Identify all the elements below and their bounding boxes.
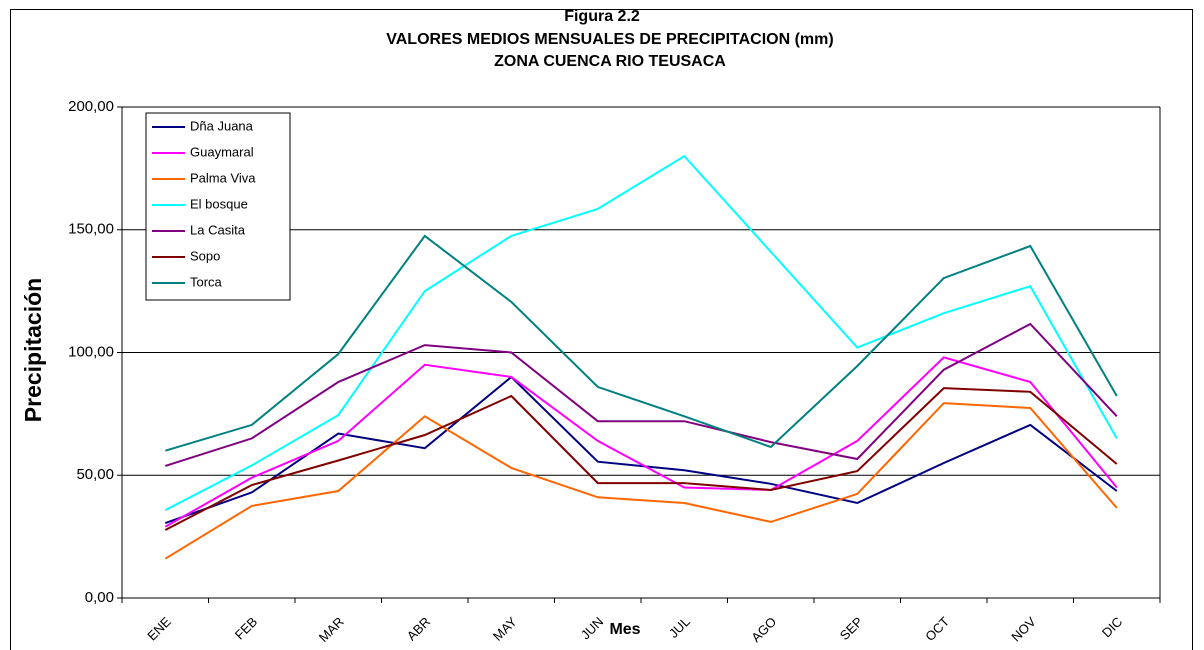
x-tick-label: SEP bbox=[837, 614, 866, 643]
series-line bbox=[164, 375, 1118, 525]
x-tick-label: MAR bbox=[316, 614, 347, 645]
legend-label: El bosque bbox=[190, 196, 248, 211]
chart-subtitle: ZONA CUENCA RIO TEUSACA bbox=[494, 53, 726, 70]
series-line bbox=[164, 322, 1118, 467]
legend-label: Palma Viva bbox=[190, 170, 256, 185]
series-line bbox=[164, 387, 1118, 531]
y-tick-label: 200,00 bbox=[68, 98, 114, 115]
x-tick-label: OCT bbox=[922, 614, 952, 644]
y-axis-label: Precipitación bbox=[20, 278, 46, 422]
legend-label: La Casita bbox=[190, 222, 246, 237]
x-axis-label: Mes bbox=[609, 621, 640, 638]
x-tick-label: NOV bbox=[1008, 614, 1039, 645]
legend-label: Dña Juana bbox=[190, 118, 254, 133]
series-line bbox=[164, 356, 1118, 528]
series-line bbox=[165, 234, 1118, 452]
x-tick-label: JUL bbox=[666, 614, 693, 641]
y-tick-label: 150,00 bbox=[68, 221, 114, 238]
x-tick-label: AGO bbox=[748, 614, 779, 645]
legend-label: Guaymaral bbox=[190, 144, 254, 159]
x-tick-label: ENE bbox=[144, 614, 174, 644]
x-tick-label: DIC bbox=[1099, 614, 1125, 640]
x-tick-label: ABR bbox=[404, 614, 434, 644]
series-line bbox=[164, 154, 1118, 511]
x-tick-label: MAY bbox=[490, 614, 520, 644]
y-tick-label: 100,00 bbox=[68, 343, 114, 360]
y-tick-label: 50,00 bbox=[76, 466, 114, 483]
legend-label: Torca bbox=[190, 274, 223, 289]
y-tick-label: 0,00 bbox=[85, 589, 114, 606]
chart-border bbox=[10, 9, 1193, 650]
chart-subtitle: VALORES MEDIOS MENSUALES DE PRECIPITACIO… bbox=[386, 31, 833, 48]
legend-label: Sopo bbox=[190, 248, 220, 263]
legend-box bbox=[145, 112, 291, 301]
x-tick-label: FEB bbox=[232, 614, 260, 642]
series-line bbox=[164, 402, 1118, 560]
chart-title: Figura 2.2 bbox=[564, 8, 640, 25]
x-tick-label: JUN bbox=[578, 614, 606, 642]
